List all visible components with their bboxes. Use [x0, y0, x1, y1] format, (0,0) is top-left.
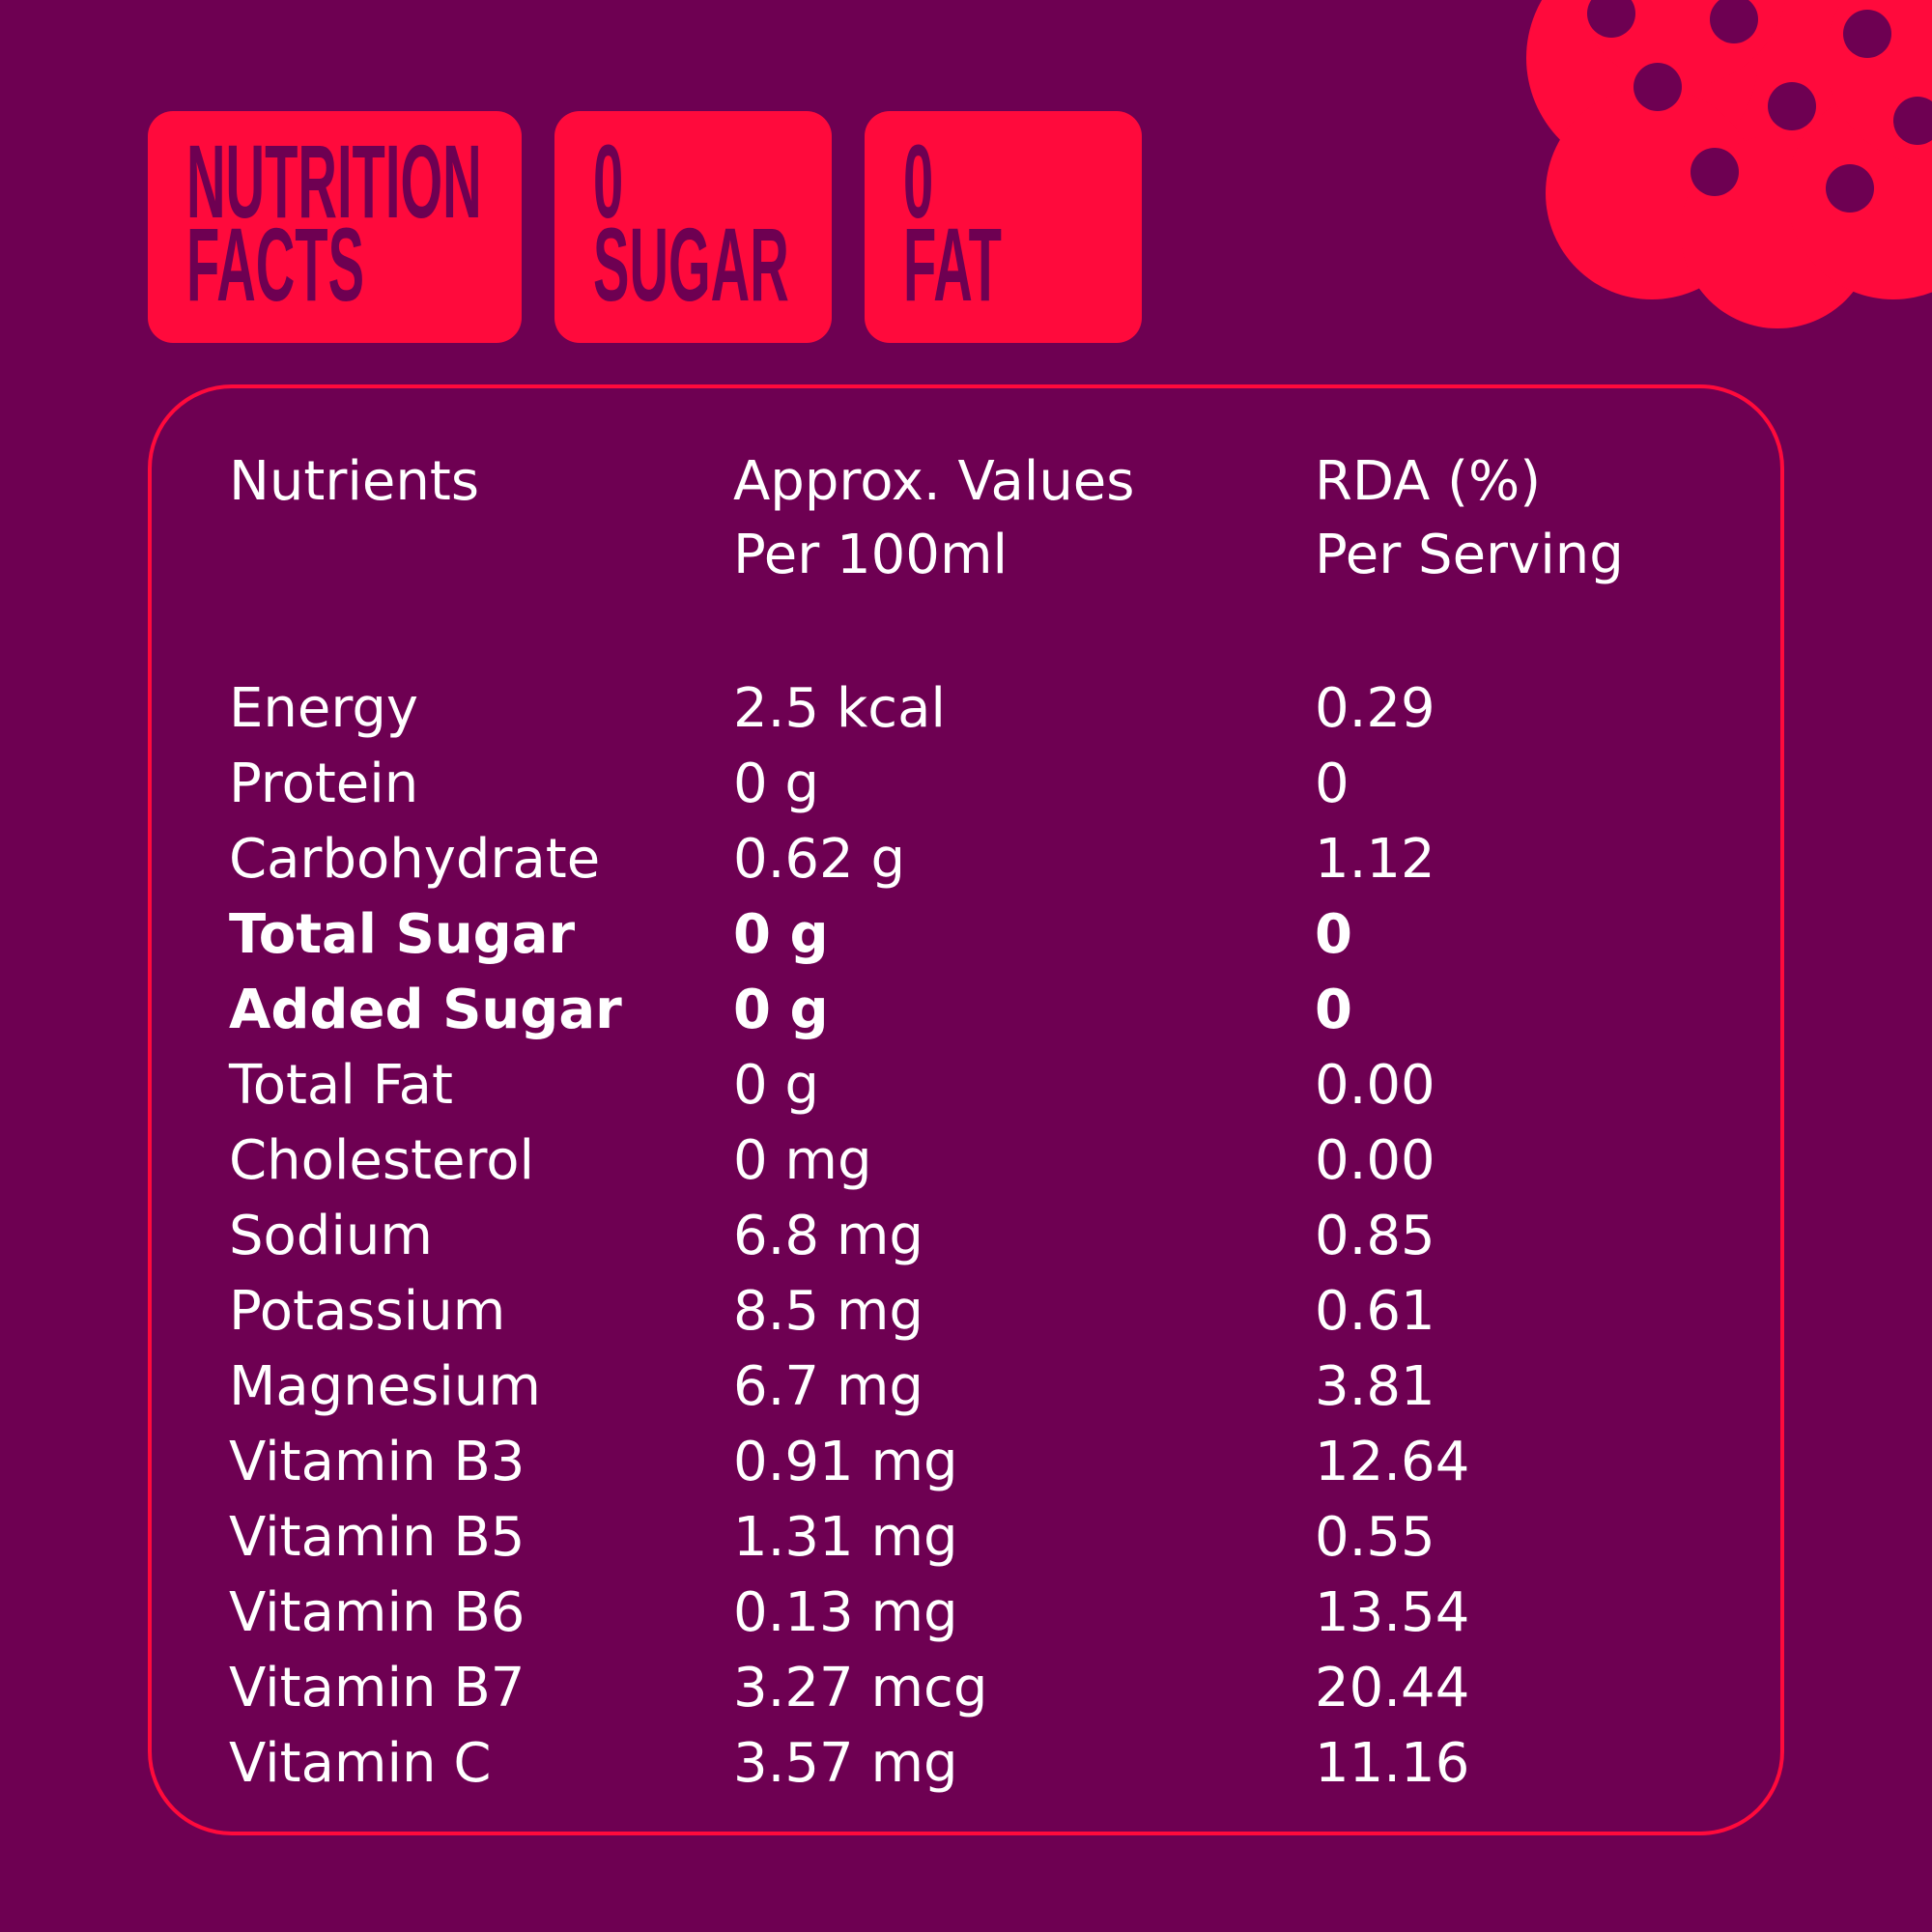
table-cell: 0 [1315, 903, 1352, 966]
badge-text: SUGAR [593, 207, 789, 323]
table-cell: 6.8 mg [733, 1205, 923, 1267]
badge-line: 0 [593, 124, 623, 240]
table-cell: 1.12 [1315, 828, 1435, 891]
table-cell: 0.85 [1315, 1205, 1435, 1267]
table-cell: 0.00 [1315, 1054, 1435, 1117]
table-cell: Protein [229, 753, 418, 815]
table-cell: 0 g [733, 753, 819, 815]
table-cell: Vitamin B7 [229, 1657, 525, 1719]
table-cell: Magnesium [229, 1355, 541, 1418]
table-cell: 3.81 [1315, 1355, 1435, 1418]
table-cell: 0.62 g [733, 828, 905, 891]
table-cell: Potassium [229, 1280, 505, 1343]
header-cell: Per 100ml [733, 524, 1008, 586]
table-cell: 13.54 [1315, 1581, 1469, 1644]
table-cell: 8.5 mg [733, 1280, 923, 1343]
table-cell: 0.13 mg [733, 1581, 958, 1644]
table-cell: 0.61 [1315, 1280, 1435, 1343]
table-cell: 12.64 [1315, 1431, 1469, 1493]
badge-line: FACTS [186, 207, 364, 323]
table-cell: 0.29 [1315, 677, 1435, 740]
table-cell: 0 g [733, 979, 829, 1041]
table-cell: 6.7 mg [733, 1355, 923, 1418]
badge-line: SUGAR [593, 207, 789, 323]
badge-text: FAT [903, 207, 1002, 323]
table-cell: Vitamin B5 [229, 1506, 525, 1569]
header-cell: Approx. Values [733, 450, 1134, 513]
table-cell: Total Sugar [229, 903, 576, 966]
table-cell: 0 g [733, 903, 829, 966]
table-cell: 0.91 mg [733, 1431, 958, 1493]
table-cell: 3.27 mcg [733, 1657, 987, 1719]
table-cell: Carbohydrate [229, 828, 600, 891]
badge [554, 111, 832, 343]
header-cell: RDA (%) [1315, 450, 1541, 513]
badge-text: NUTRITION [186, 124, 482, 240]
table-cell: Energy [229, 677, 418, 740]
table-cell: Vitamin B6 [229, 1581, 525, 1644]
table-cell: Sodium [229, 1205, 433, 1267]
table-cell: 2.5 kcal [733, 677, 946, 740]
table-cell: Added Sugar [229, 979, 622, 1041]
badge-line: NUTRITION [186, 124, 482, 240]
flower-dots [1587, 0, 1932, 213]
table-cell: 11.16 [1315, 1732, 1469, 1795]
badge-line: 0 [903, 124, 933, 240]
table-cell: 0 [1315, 979, 1352, 1041]
table-cell: 0 [1315, 753, 1350, 815]
table-cell: 0.55 [1315, 1506, 1435, 1569]
table-frame [148, 384, 1784, 1835]
table-cell: 3.57 mg [733, 1732, 958, 1795]
header-cell: Per Serving [1315, 524, 1624, 586]
table-cell: Vitamin C [229, 1732, 491, 1795]
badge [865, 111, 1142, 343]
badge-line: FAT [903, 207, 1002, 323]
table-cell: 0.00 [1315, 1129, 1435, 1192]
badge-text: 0 [903, 124, 933, 240]
table-cell: 0 mg [733, 1129, 872, 1192]
header-cell: Nutrients [229, 450, 479, 513]
table-cell: Vitamin B3 [229, 1431, 525, 1493]
badge [148, 111, 522, 343]
badge-text: FACTS [186, 207, 364, 323]
badge-text: 0 [593, 124, 623, 240]
table-cell: 20.44 [1315, 1657, 1469, 1719]
table-cell: 1.31 mg [733, 1506, 958, 1569]
table-cell: 0 g [733, 1054, 819, 1117]
table-cell: Cholesterol [229, 1129, 534, 1192]
table-cell: Total Fat [228, 1054, 453, 1117]
